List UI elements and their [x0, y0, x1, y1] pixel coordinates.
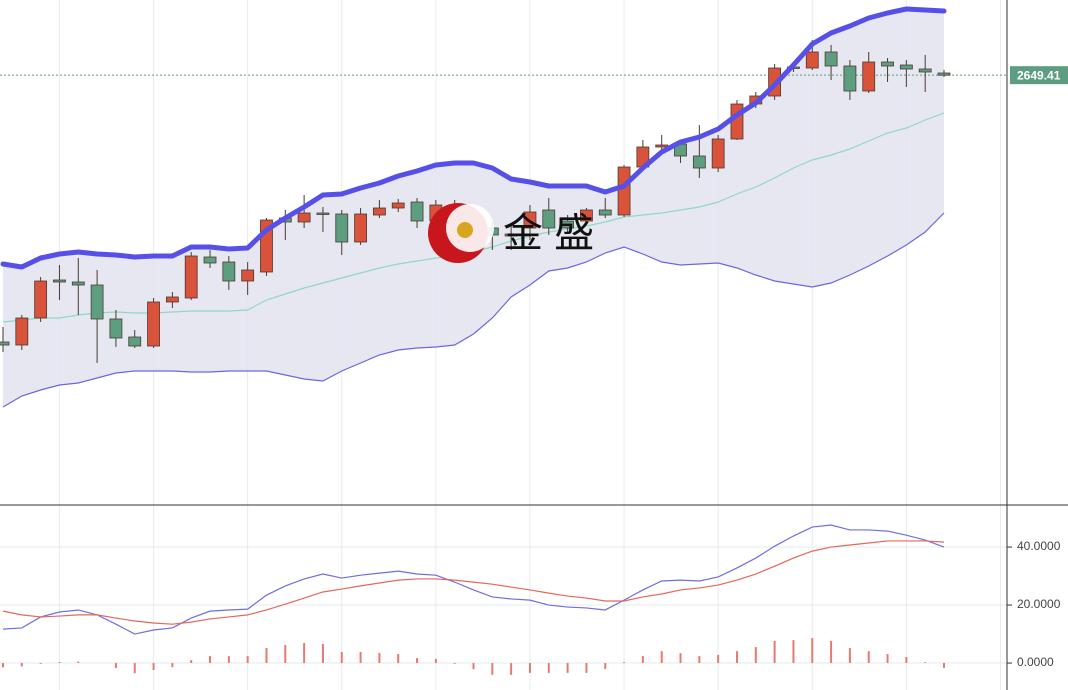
candle-body	[109, 318, 123, 339]
candle-body	[504, 233, 518, 237]
candle-body	[655, 144, 669, 148]
candle-body	[937, 72, 951, 76]
logo-ball	[457, 222, 473, 238]
candle-body	[184, 255, 198, 299]
candle-body	[805, 51, 819, 69]
candle-body	[71, 281, 85, 286]
indicator-line	[2, 524, 945, 635]
candle-body	[53, 279, 66, 283]
candle-body	[692, 155, 706, 169]
candle-body	[372, 207, 386, 216]
candle-body	[335, 213, 349, 243]
candle-body	[203, 256, 217, 264]
candle-body	[862, 61, 876, 92]
candle-body	[34, 280, 48, 319]
y-tick-label: 20.0000	[1017, 597, 1061, 611]
candle-body	[730, 103, 744, 140]
candle-body	[222, 261, 236, 282]
candle-body	[410, 201, 424, 222]
watermark: 金 盛	[503, 212, 594, 256]
candle-body	[165, 296, 179, 303]
candle-body	[580, 209, 593, 222]
candle-body	[391, 202, 405, 209]
candle-body	[899, 64, 913, 70]
band-lower	[2, 212, 945, 408]
last-price-tag	[1010, 66, 1068, 85]
candle-body	[0, 341, 10, 346]
candle-body	[617, 166, 631, 216]
candle-body	[128, 336, 142, 347]
candle-body	[147, 301, 160, 347]
candle-body	[241, 269, 255, 282]
last-price-label: 2649.41	[1017, 68, 1061, 82]
candle-body	[90, 284, 104, 320]
candle-body	[711, 138, 725, 169]
logo: 金 盛	[428, 203, 594, 263]
candle-body	[523, 211, 537, 229]
y-tick-label: 40.0000	[1017, 539, 1061, 553]
candle-body	[542, 209, 556, 229]
candle-body	[918, 68, 932, 73]
candle-body	[316, 212, 330, 215]
candle-body	[297, 212, 311, 223]
candle-body	[881, 61, 894, 67]
candle-body	[561, 220, 574, 229]
candle-body	[598, 209, 612, 216]
candle-body	[843, 65, 857, 92]
candle-body	[354, 213, 367, 243]
candle-body	[15, 317, 29, 346]
band-upper	[0, 6, 947, 270]
indicator-line	[2, 540, 945, 625]
candle-body	[824, 51, 838, 67]
y-tick-label: 0.0000	[1017, 655, 1054, 669]
